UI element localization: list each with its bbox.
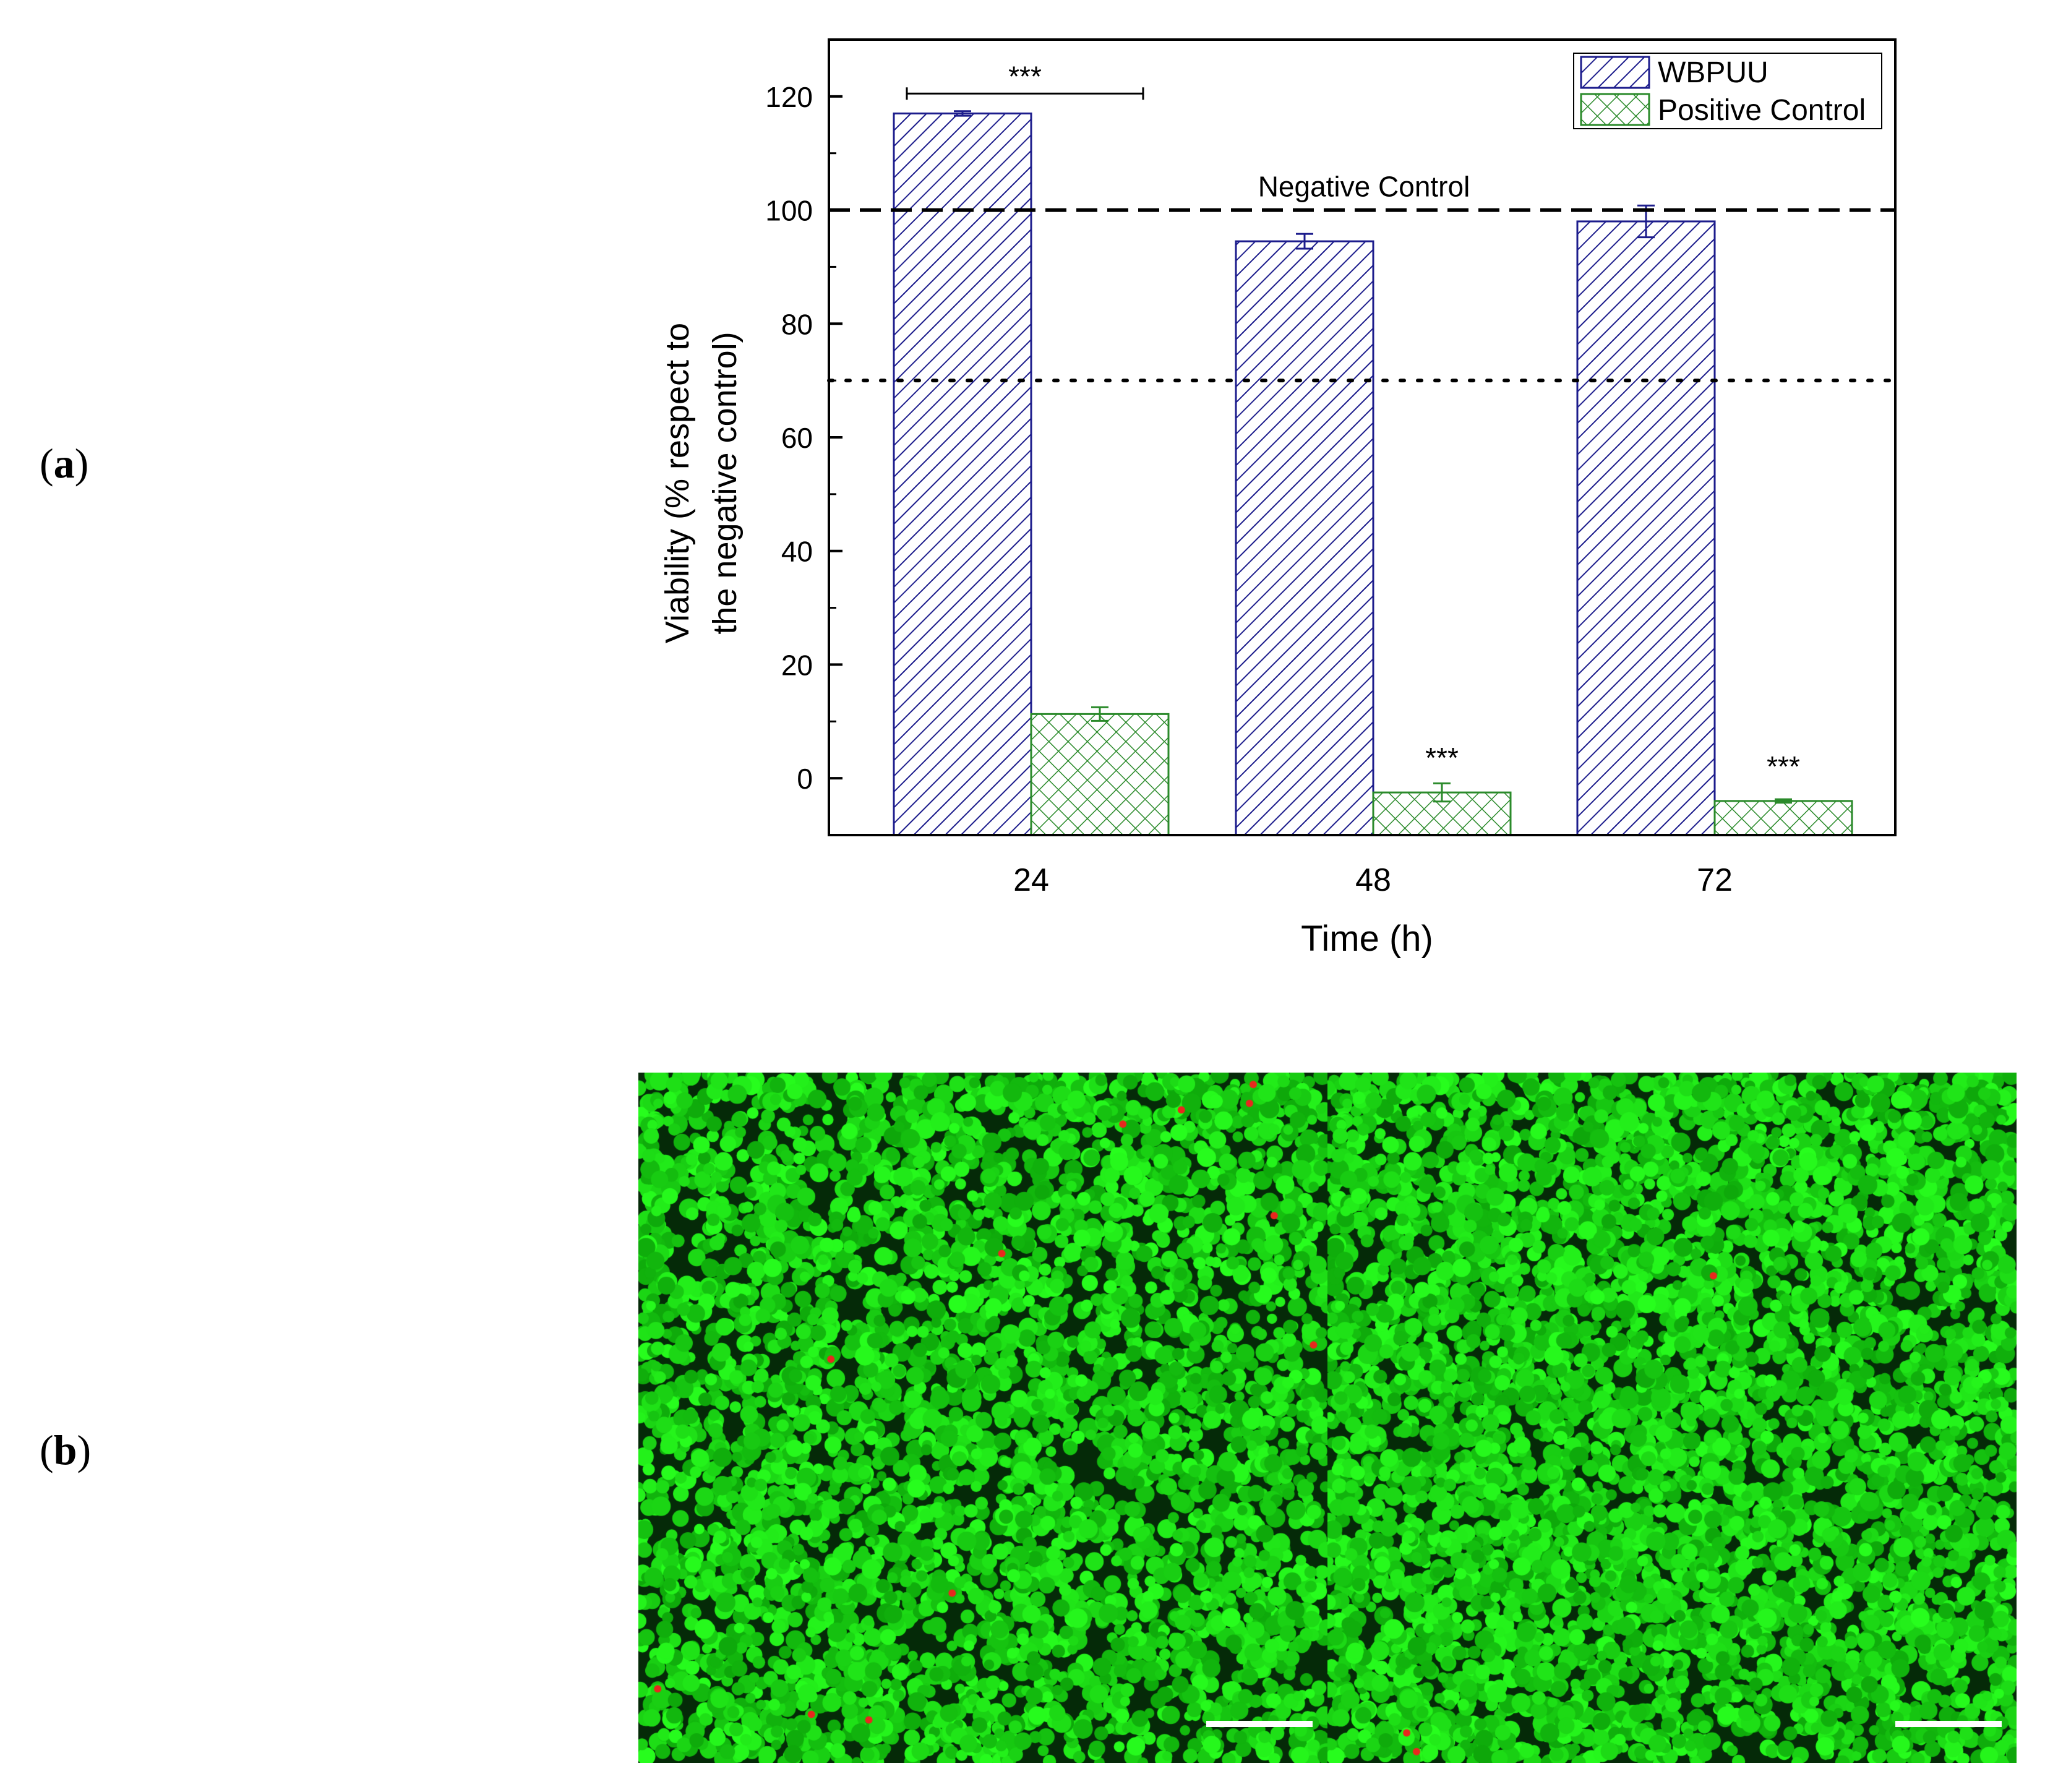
legend-label-wbpuu: WBPUU bbox=[1658, 56, 1768, 89]
y-axis-title-line2: the negative control) bbox=[706, 332, 744, 634]
significance-marker: *** bbox=[1008, 60, 1042, 92]
legend-swatch-wbpuu bbox=[1580, 56, 1650, 89]
y-tick-label: 60 bbox=[781, 422, 813, 454]
bar-wbpuu-24 bbox=[893, 112, 1032, 836]
plot-frame bbox=[828, 38, 1897, 836]
legend-swatch-positive-control bbox=[1580, 93, 1650, 126]
y-tick-label: 80 bbox=[781, 308, 813, 340]
bar-wbpuu-72 bbox=[1576, 220, 1716, 836]
legend: WBPUU Positive Control bbox=[1573, 53, 1882, 129]
bar-wbpuu-48 bbox=[1235, 240, 1374, 836]
x-tick-label: 48 bbox=[1355, 862, 1391, 898]
bar-positive-control-24 bbox=[1030, 713, 1170, 836]
y-tick-label: 120 bbox=[765, 81, 813, 113]
y-axis-title-line1: Viability (% respect to bbox=[659, 323, 696, 643]
panel-label-a: (a) bbox=[40, 440, 89, 487]
y-tick-label: 20 bbox=[781, 649, 813, 681]
x-tick-label: 72 bbox=[1697, 862, 1733, 898]
significance-marker: *** bbox=[1767, 750, 1800, 782]
micrograph-left-cells bbox=[638, 1073, 1327, 1763]
bar-positive-control-72 bbox=[1713, 800, 1853, 836]
significance-marker: *** bbox=[1425, 742, 1459, 774]
x-tick-label: 24 bbox=[1013, 862, 1049, 898]
micrograph-right bbox=[1327, 1073, 2017, 1763]
x-axis-title: Time (h) bbox=[1301, 919, 1433, 959]
y-tick-label: 40 bbox=[781, 536, 813, 568]
y-tick-label: 100 bbox=[765, 195, 813, 227]
reference-line-label: Negative Control bbox=[1258, 171, 1470, 203]
viability-bar-chart: 0 20 40 60 80 100 120 24 48 72 Negative Control ***… bbox=[659, 38, 1897, 959]
y-tick-label: 0 bbox=[797, 763, 813, 795]
legend-label-positive-control: Positive Control bbox=[1658, 94, 1866, 127]
micrograph-left bbox=[638, 1073, 1327, 1763]
scale-bar-right bbox=[1895, 1721, 2002, 1727]
micrograph-right-cells bbox=[1327, 1073, 2017, 1763]
scale-bar-left bbox=[1206, 1721, 1313, 1727]
panel-label-b: (b) bbox=[40, 1426, 92, 1473]
